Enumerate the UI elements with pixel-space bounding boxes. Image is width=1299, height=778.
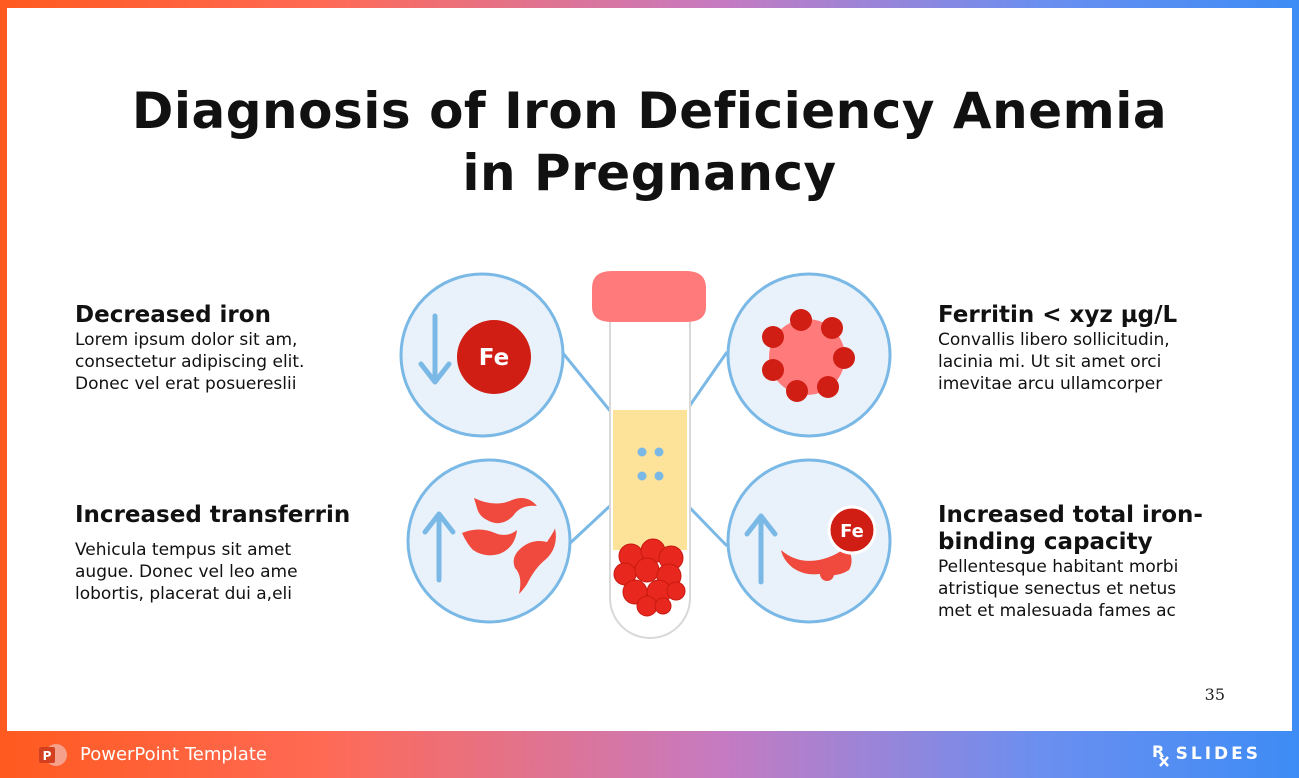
footer-label: PowerPoint Template xyxy=(80,744,267,765)
decreased-iron-line-2: consectetur adipiscing elit. xyxy=(75,352,305,372)
rx-icon: R xyxy=(1152,742,1169,767)
iron-binding-line-1: Pellentesque habitant morbi xyxy=(938,557,1179,577)
decreased-iron-icon: Fe xyxy=(399,272,565,438)
fe-label-2: Fe xyxy=(840,521,864,542)
ferritin-line-3: imevitae arcu ullamcorper xyxy=(938,374,1163,394)
increased-transferrin-heading: Increased transferrin xyxy=(75,502,351,528)
svg-text:R: R xyxy=(1152,742,1164,761)
increased-transferrin-line-3: lobortis, placerat dui a,eli xyxy=(75,584,292,604)
powerpoint-icon: P xyxy=(39,744,67,766)
connector-dots xyxy=(637,447,664,481)
increased-transferrin-line-2: augue. Donec vel leo ame xyxy=(75,562,298,582)
increased-transferrin-line-1: Vehicula tempus sit amet xyxy=(75,540,292,560)
increased-transferrin-block: Increased transferrin Vehicula tempus si… xyxy=(75,502,350,605)
decreased-iron-line-1: Lorem ipsum dolor sit am, xyxy=(75,330,298,350)
blood-test-tube-icon xyxy=(592,271,706,639)
ferritin-line-1: Convallis libero sollicitudin, xyxy=(938,330,1170,350)
ferritin-icon xyxy=(726,272,892,438)
rxslides-logo: R SLIDES xyxy=(1150,740,1261,768)
diagnosis-diagram: Fe xyxy=(399,271,892,639)
slide-title: Diagnosis of Iron Deficiency Anemia in P… xyxy=(7,80,1292,204)
fe-label-1: Fe xyxy=(479,345,509,371)
title-line-2: in Pregnancy xyxy=(462,144,837,202)
iron-binding-line-2: atristique senectus et netus xyxy=(938,579,1177,599)
ferritin-heading: Ferritin < xyz µg/L xyxy=(938,302,1178,328)
decreased-iron-heading: Decreased iron xyxy=(75,302,271,328)
footer-bar: P PowerPoint Template R SLIDES xyxy=(0,731,1299,778)
decreased-iron-block: Decreased iron Lorem ipsum dolor sit am,… xyxy=(75,302,304,395)
brand-text: SLIDES xyxy=(1175,744,1261,764)
ferritin-line-2: lacinia mi. Ut sit amet orci xyxy=(938,352,1162,372)
ferritin-block: Ferritin < xyz µg/L Convallis libero sol… xyxy=(938,302,1177,395)
iron-binding-heading-2: binding capacity xyxy=(938,529,1153,555)
decreased-iron-line-3: Donec vel erat posuereslii xyxy=(75,374,297,394)
iron-binding-block: Increased total iron- binding capacity P… xyxy=(938,502,1203,622)
svg-text:P: P xyxy=(43,749,52,763)
title-line-1: Diagnosis of Iron Deficiency Anemia xyxy=(131,82,1168,140)
transferrin-icon xyxy=(406,458,572,624)
slide: Diagnosis of Iron Deficiency Anemia in P… xyxy=(7,8,1292,731)
iron-binding-icon: Fe xyxy=(726,458,892,624)
iron-binding-heading-1: Increased total iron- xyxy=(938,502,1203,528)
iron-binding-line-3: met et malesuada fames ac xyxy=(938,601,1176,621)
page-number: 35 xyxy=(1204,685,1225,704)
